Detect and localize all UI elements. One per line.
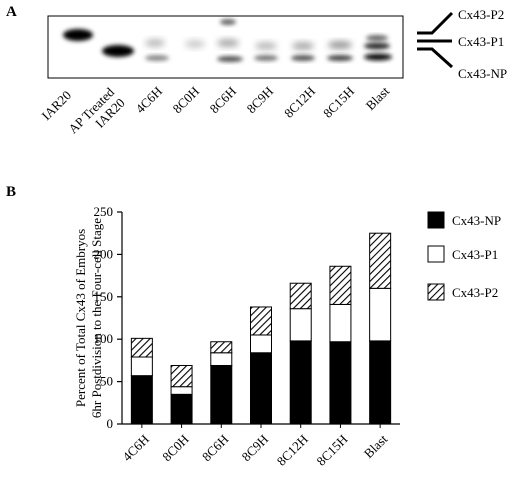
bar-segment-cx43-np (329, 341, 352, 425)
x-tick-label: 8C6H (199, 432, 232, 465)
legend-swatch-cx43-np (427, 211, 445, 229)
band-blast-low (364, 53, 392, 61)
chart-axes: 0 50 100 150 200 250 4C6H 8C0H 8C6H 8C9H 8C12H 8C15… (94, 204, 400, 469)
x-tick-label: 8C9H (239, 432, 272, 465)
legend-swatch-cx43-p1 (427, 245, 445, 263)
bar-segment-cx43-np (210, 364, 233, 425)
stacked-bar-chart: 0 50 100 150 200 250 4C6H 8C0H 8C6H 8C9H 8C12H 8C15… (73, 204, 501, 469)
x-tick-label: 4C6H (119, 432, 152, 465)
bar-segment-cx43-np (250, 352, 272, 425)
lane-label: 8C15H (320, 84, 357, 121)
chart-legend: Cx43-NP Cx43-P1 Cx43-P2 (427, 211, 501, 301)
legend-label: Cx43-P1 (452, 247, 498, 262)
band-8c15h-low (327, 55, 353, 61)
lane-label: Blast (363, 83, 393, 113)
band-4c6h-upper (145, 39, 165, 47)
band-8c6h-top (220, 19, 236, 25)
band-8c9h-mid (255, 42, 277, 50)
x-tick-label: 8C0H (159, 432, 192, 465)
legend-label: Cx43-NP (452, 213, 501, 228)
bar-segment-cx43-np (289, 340, 312, 425)
bar-segment-cx43-p1 (329, 303, 352, 343)
band-8c12h-low (291, 55, 315, 61)
bar-segment-cx43-p1 (170, 386, 193, 395)
y-axis-label: Percent of Total Cx43 of Embryos6hr Post… (73, 218, 104, 418)
y-axis-label-line: Percent of Total Cx43 of Embryos (73, 229, 88, 407)
lane-label: AP TreatedIAR20 (65, 84, 128, 147)
bar-segment-cx43-p2 (130, 337, 153, 358)
panel-b-label: B (6, 184, 17, 200)
band-brackets (417, 11, 454, 69)
band-label-p2: Cx43-P2 (458, 7, 504, 22)
bar-segment-cx43-p2 (170, 364, 193, 388)
y-axis-label-line: 6hr Postdivision to the Four-cell Stage (89, 218, 104, 418)
bar-segment-cx43-p1 (250, 334, 272, 354)
band-blast-top (366, 35, 388, 41)
lane-labels: IAR20 AP TreatedIAR20 4C6H 8C0H 8C6H 8C9… (38, 83, 393, 147)
band-iar20 (63, 29, 93, 41)
band-label-np: Cx43-NP (458, 66, 507, 81)
band-4c6h-lower (145, 55, 169, 61)
legend-label: Cx43-P2 (452, 285, 498, 300)
band-8c0h (185, 40, 205, 48)
bar-segment-cx43-p2 (329, 265, 352, 305)
lane-label: IAR20 (38, 88, 74, 124)
lane-label: 8C0H (170, 84, 203, 117)
blot-bands (63, 19, 392, 62)
bar-segment-cx43-p1 (210, 352, 233, 366)
band-8c6h-low (217, 56, 243, 62)
band-blast-mid (364, 42, 390, 50)
x-tick-label: 8C12H (274, 432, 311, 469)
x-tick-label: 8C15H (313, 432, 350, 469)
y-tick-label: 250 (94, 204, 114, 219)
y-tick-label: 50 (100, 374, 113, 389)
bar-segment-cx43-np (170, 393, 193, 425)
western-blot: Cx43-P2 Cx43-P1 Cx43-NP IAR20 AP Treated… (38, 7, 507, 147)
bar-segment-cx43-np (369, 340, 392, 425)
x-tick-label: Blast (361, 431, 391, 461)
panel-a-label: A (6, 4, 17, 20)
bar-segment-cx43-np (130, 375, 153, 425)
lane-label: 8C12H (281, 84, 318, 121)
legend-swatch-cx43-p2 (427, 283, 445, 301)
lane-label: 4C6H (133, 84, 166, 117)
band-8c6h-mid (217, 39, 239, 47)
y-tick-label: 200 (94, 246, 114, 261)
band-ap-treated (102, 45, 134, 57)
band-8c12h-mid (292, 42, 314, 50)
lane-label: 8C6H (207, 84, 240, 117)
y-tick-label: 0 (107, 416, 114, 431)
bar-segment-cx43-p2 (369, 232, 392, 289)
bar-segment-cx43-p2 (250, 306, 272, 336)
chart-bars (130, 232, 392, 425)
band-label-p1: Cx43-P1 (458, 34, 504, 49)
bar-segment-cx43-p1 (130, 356, 153, 377)
lane-label: 8C9H (244, 84, 277, 117)
y-tick-label: 150 (94, 289, 114, 304)
bar-segment-cx43-p2 (289, 282, 312, 310)
bar-segment-cx43-p2 (210, 341, 233, 354)
y-tick-label: 100 (94, 331, 114, 346)
bar-segment-cx43-p1 (289, 308, 312, 342)
band-8c15h-mid (328, 41, 352, 49)
bar-segment-cx43-p1 (369, 287, 392, 342)
band-8c9h-low (254, 55, 278, 61)
